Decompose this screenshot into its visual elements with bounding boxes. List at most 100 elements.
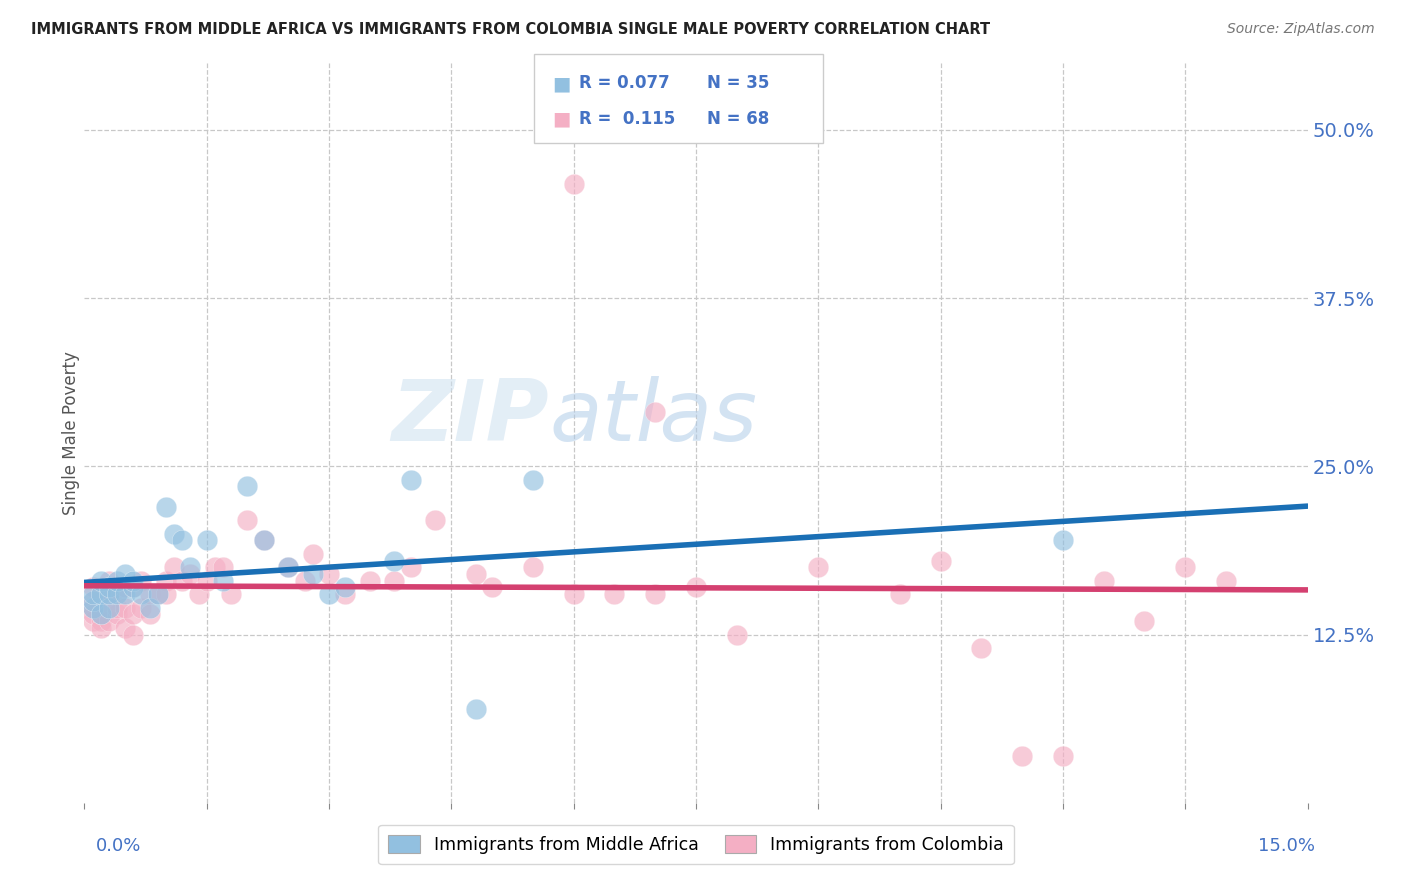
Point <box>236 479 259 493</box>
Point <box>277 560 299 574</box>
Point <box>464 566 486 581</box>
Point <box>155 574 177 588</box>
Point <box>277 560 299 574</box>
Point <box>114 600 136 615</box>
Point <box>105 587 128 601</box>
Point <box>195 574 218 588</box>
Point <box>464 701 486 715</box>
Point <box>644 587 666 601</box>
Point <box>114 587 136 601</box>
Text: ■: ■ <box>553 74 571 93</box>
Point <box>725 627 748 641</box>
Text: 15.0%: 15.0% <box>1257 837 1315 855</box>
Point <box>90 587 112 601</box>
Point <box>253 533 276 548</box>
Point <box>105 600 128 615</box>
Point <box>82 587 104 601</box>
Point <box>114 566 136 581</box>
Point <box>105 607 128 622</box>
Point <box>204 560 226 574</box>
Point <box>929 553 952 567</box>
Point <box>219 587 242 601</box>
Point <box>294 574 316 588</box>
Point <box>359 574 381 588</box>
Point <box>122 581 145 595</box>
Point <box>138 587 160 601</box>
Point <box>82 594 104 608</box>
Text: 0.0%: 0.0% <box>96 837 141 855</box>
Point <box>1052 533 1074 548</box>
Point <box>562 177 585 191</box>
Point <box>146 587 169 601</box>
Text: atlas: atlas <box>550 376 758 459</box>
Point <box>90 607 112 622</box>
Point <box>122 607 145 622</box>
Point <box>163 560 186 574</box>
Point <box>122 627 145 641</box>
Point <box>382 574 405 588</box>
Point <box>212 574 235 588</box>
Legend: Immigrants from Middle Africa, Immigrants from Colombia: Immigrants from Middle Africa, Immigrant… <box>378 825 1014 864</box>
Point <box>1215 574 1237 588</box>
Point <box>82 614 104 628</box>
Point <box>382 553 405 567</box>
Point <box>82 594 104 608</box>
Point <box>97 587 120 601</box>
Point <box>195 533 218 548</box>
Point <box>301 547 323 561</box>
Point <box>131 574 153 588</box>
Point <box>97 600 120 615</box>
Point <box>138 600 160 615</box>
Point <box>335 587 357 601</box>
Point <box>172 574 194 588</box>
Point <box>82 600 104 615</box>
Point <box>97 581 120 595</box>
Point <box>1133 614 1156 628</box>
Point <box>82 581 104 595</box>
Text: ZIP: ZIP <box>391 376 550 459</box>
Point <box>399 473 422 487</box>
Point <box>399 560 422 574</box>
Point <box>807 560 830 574</box>
Point <box>82 600 104 615</box>
Point <box>423 513 446 527</box>
Point <box>318 566 340 581</box>
Point <box>90 574 112 588</box>
Point <box>889 587 911 601</box>
Point <box>236 513 259 527</box>
Y-axis label: Single Male Poverty: Single Male Poverty <box>62 351 80 515</box>
Point <box>1011 748 1033 763</box>
Point <box>970 640 993 655</box>
Point <box>146 587 169 601</box>
Point <box>522 560 544 574</box>
Point <box>97 587 120 601</box>
Point <box>1174 560 1197 574</box>
Point <box>253 533 276 548</box>
Point <box>172 533 194 548</box>
Point <box>114 621 136 635</box>
Point <box>179 566 201 581</box>
Point <box>1052 748 1074 763</box>
Text: R =  0.115: R = 0.115 <box>579 110 675 128</box>
Point <box>179 560 201 574</box>
Point <box>1092 574 1115 588</box>
Point <box>644 405 666 419</box>
Point <box>90 587 112 601</box>
Point <box>155 500 177 514</box>
Point <box>105 587 128 601</box>
Text: IMMIGRANTS FROM MIDDLE AFRICA VS IMMIGRANTS FROM COLOMBIA SINGLE MALE POVERTY CO: IMMIGRANTS FROM MIDDLE AFRICA VS IMMIGRA… <box>31 22 990 37</box>
Point <box>131 600 153 615</box>
Text: N = 68: N = 68 <box>707 110 769 128</box>
Point <box>318 587 340 601</box>
Text: N = 35: N = 35 <box>707 74 769 92</box>
Point <box>187 587 209 601</box>
Point <box>603 587 626 601</box>
Point <box>122 574 145 588</box>
Point <box>82 607 104 622</box>
Point <box>212 560 235 574</box>
Point <box>522 473 544 487</box>
Point <box>122 581 145 595</box>
Point <box>97 600 120 615</box>
Point <box>97 614 120 628</box>
Point <box>131 587 153 601</box>
